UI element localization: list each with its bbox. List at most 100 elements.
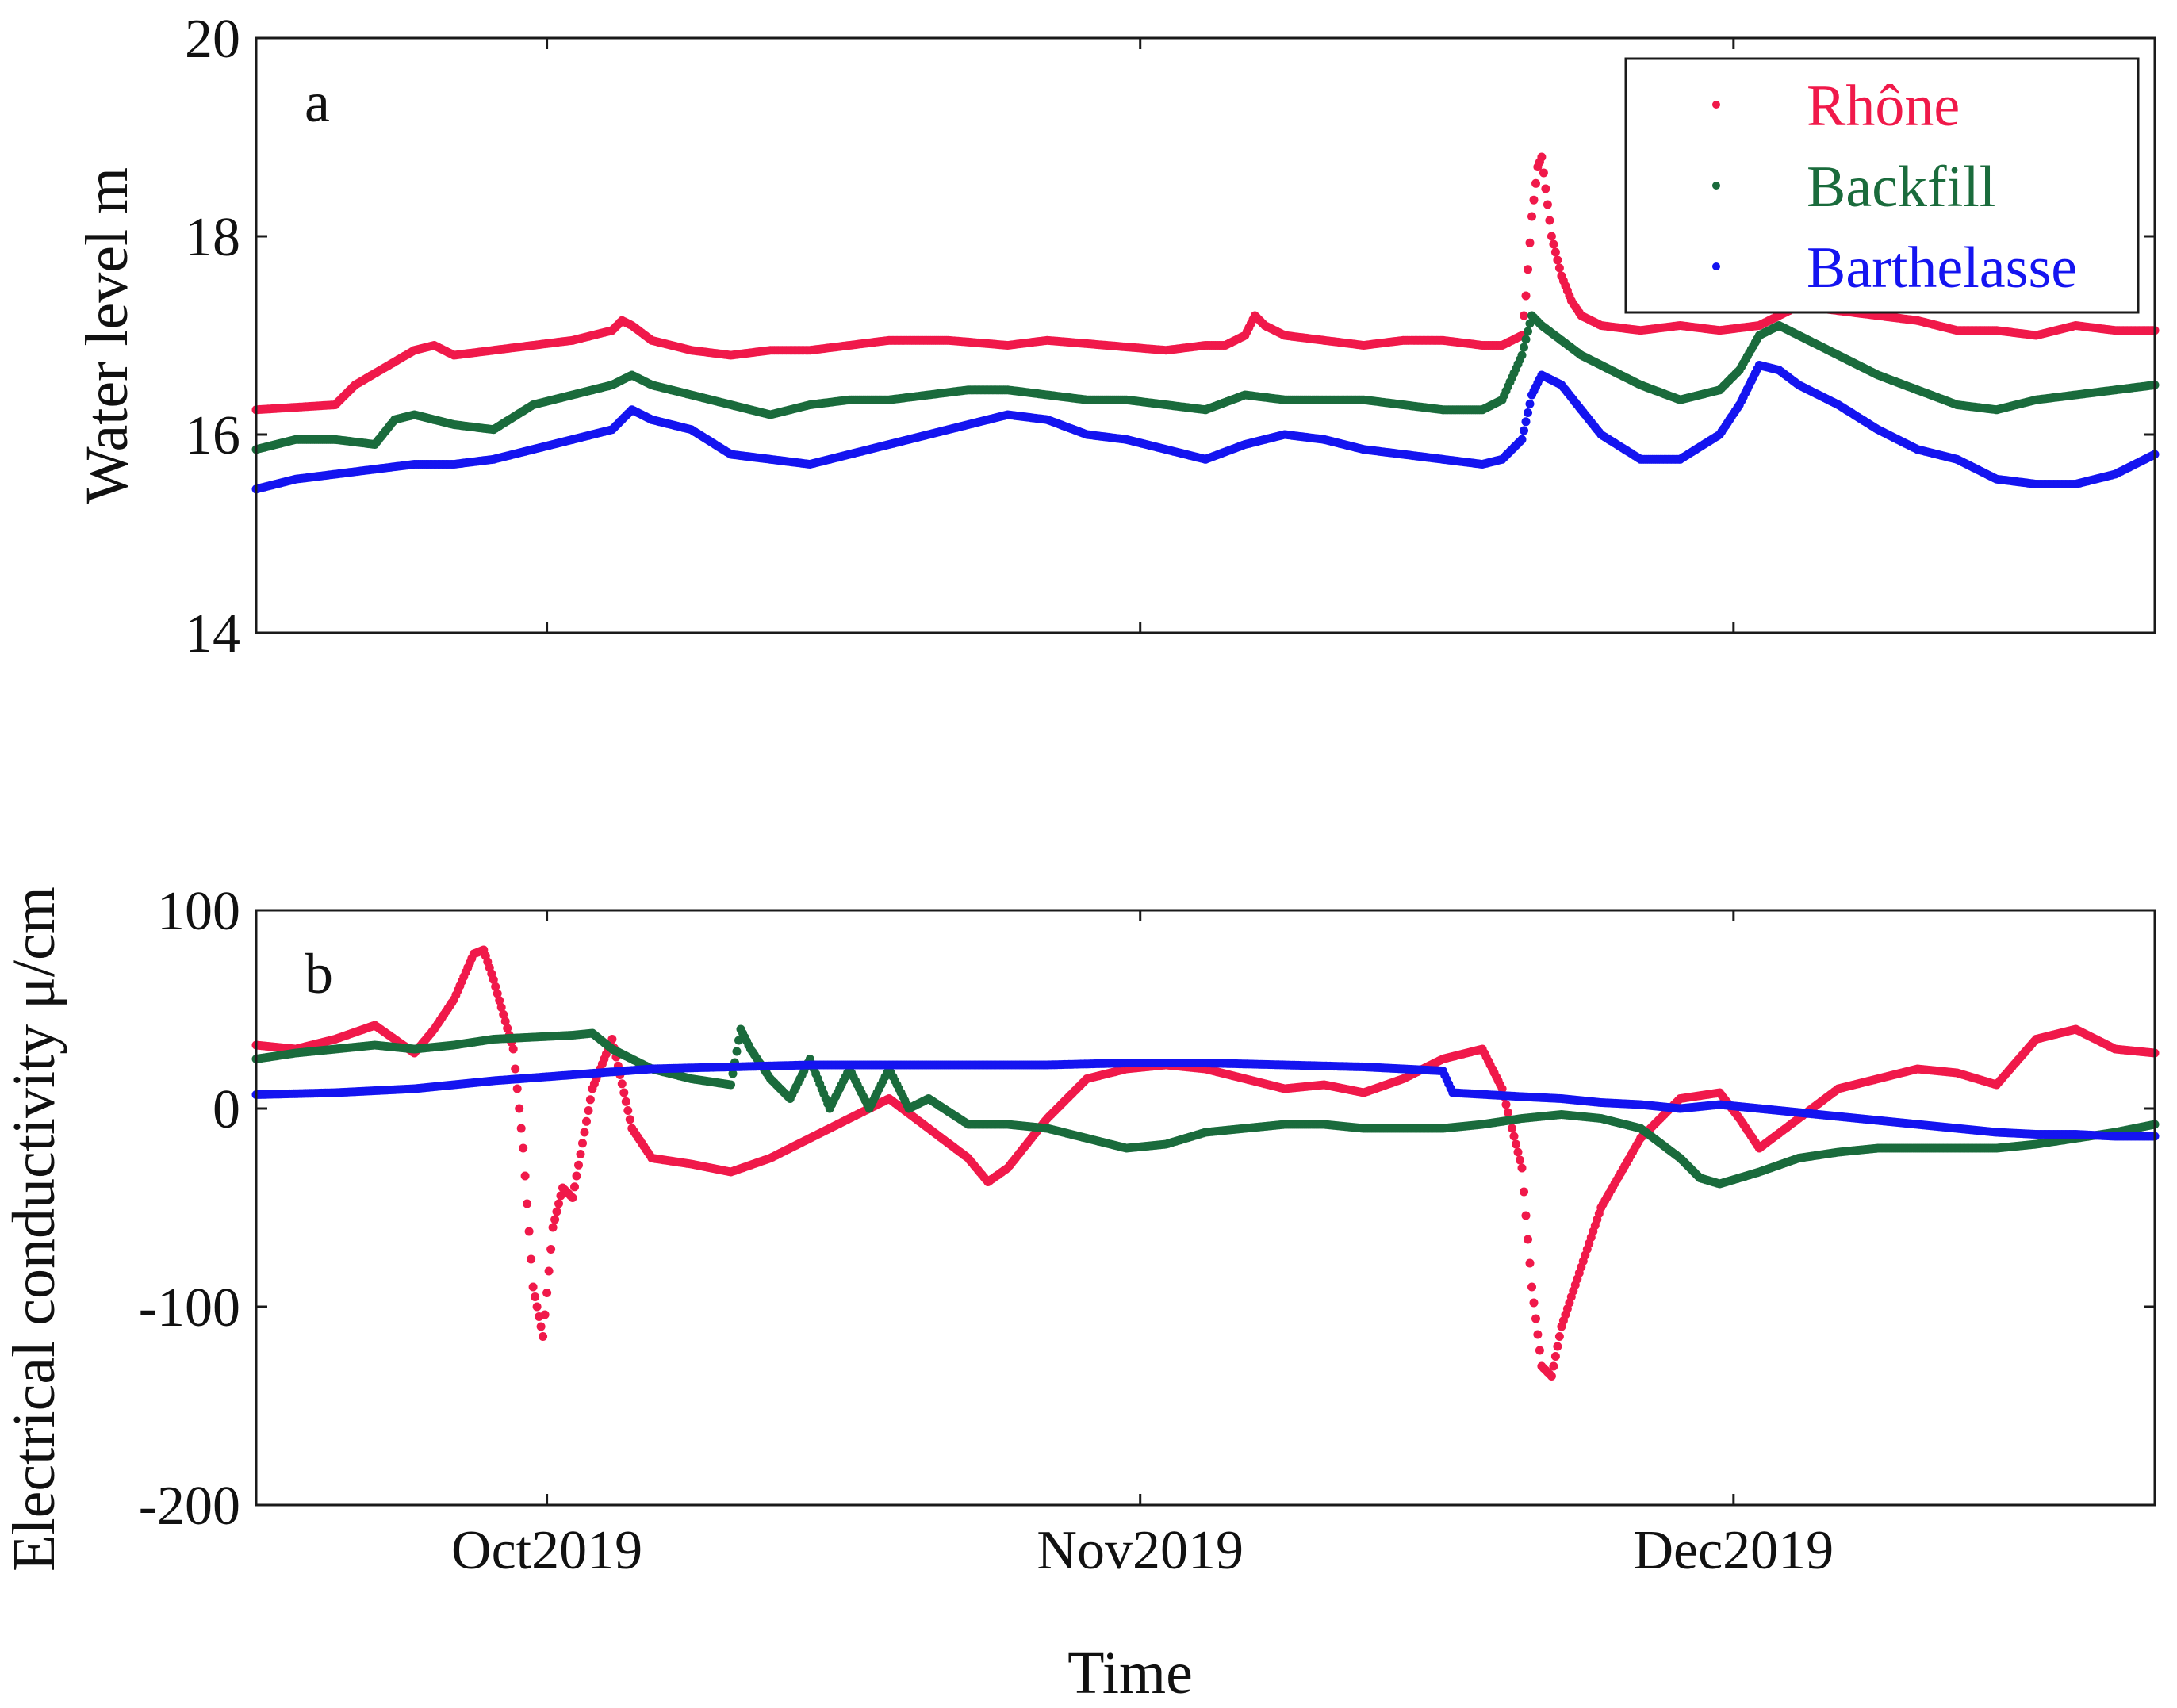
legend-label-rhone: Rhône — [1807, 74, 1960, 139]
data-point — [1529, 1298, 1539, 1308]
data-point — [1520, 426, 1528, 435]
data-point — [542, 1289, 552, 1297]
series-rhone — [251, 152, 2160, 415]
data-point — [1553, 1342, 1562, 1351]
data-point — [1547, 1372, 1556, 1381]
data-point — [536, 1322, 546, 1331]
data-point — [1520, 1187, 1528, 1197]
data-point — [546, 1245, 556, 1254]
data-point — [619, 1088, 629, 1097]
data-point — [508, 1044, 518, 1054]
data-point — [584, 1106, 593, 1115]
data-point — [732, 1047, 742, 1056]
data-point — [1541, 184, 1550, 193]
data-point — [1525, 1258, 1535, 1268]
data-point — [1543, 200, 1552, 209]
data-point — [1545, 216, 1554, 225]
data-point — [515, 1104, 524, 1113]
data-point — [523, 1199, 532, 1208]
legend-label-backfill: Backfill — [1807, 155, 1995, 220]
series-backfill — [251, 311, 2160, 454]
data-point — [548, 1223, 558, 1232]
legend-label-barthelasse: Barthelasse — [1807, 236, 2077, 301]
legend-marker-barthelasse — [1712, 262, 1720, 270]
legend-marker-backfill — [1712, 182, 1720, 190]
data-point — [578, 1139, 587, 1148]
data-point — [1517, 350, 1527, 360]
legend: Rhône Backfill Barthelasse — [1624, 57, 2140, 314]
data-point — [1512, 1139, 1520, 1149]
data-point — [585, 1095, 595, 1105]
data-point — [1520, 311, 1528, 320]
data-point — [552, 1207, 561, 1216]
data-point — [1504, 1108, 1512, 1117]
data-point — [1516, 1155, 1524, 1165]
data-point — [582, 1116, 591, 1126]
legend-marker-rhone — [1712, 101, 1720, 109]
data-point — [524, 1227, 534, 1236]
data-point — [1553, 255, 1562, 265]
data-point — [1549, 1361, 1558, 1371]
y-tick-label: 14 — [185, 603, 240, 664]
data-point — [1527, 1282, 1536, 1292]
series-barthelasse — [251, 361, 2160, 494]
series-backfill — [251, 1024, 2160, 1189]
data-point — [570, 1182, 579, 1192]
y-tick-label: 18 — [185, 207, 240, 268]
data-point — [1533, 1330, 1543, 1339]
data-point — [1549, 239, 1558, 249]
data-point — [531, 1292, 540, 1301]
data-point — [1524, 408, 1532, 417]
data-point — [1521, 291, 1531, 301]
data-point — [540, 1310, 550, 1319]
data-point — [1537, 152, 1547, 162]
data-point — [550, 1215, 560, 1224]
data-point — [1539, 168, 1548, 178]
data-point — [1554, 263, 1564, 273]
data-point — [1521, 335, 1531, 344]
data-point — [1508, 1124, 1516, 1133]
data-point — [539, 1332, 548, 1341]
data-point — [1501, 1100, 1511, 1109]
series-rhone — [251, 945, 2160, 1381]
data-point — [1524, 265, 1532, 274]
data-point — [1520, 343, 1528, 352]
data-point — [527, 1254, 536, 1264]
data-point — [580, 1128, 589, 1137]
data-point — [1529, 195, 1539, 205]
data-point — [544, 1266, 554, 1276]
data-point — [625, 1115, 634, 1124]
data-point — [1550, 1352, 1560, 1361]
y-tick-label: 20 — [185, 9, 240, 70]
data-point — [1527, 212, 1536, 221]
data-point — [516, 1124, 526, 1133]
data-point — [520, 1171, 530, 1181]
data-point — [621, 1097, 630, 1106]
data-point — [1535, 1346, 1544, 1355]
data-point — [532, 1302, 542, 1312]
data-point — [1550, 247, 1560, 257]
data-point — [528, 1282, 538, 1292]
data-point — [1547, 232, 1556, 241]
data-point — [1524, 327, 1532, 336]
data-point — [1531, 178, 1540, 188]
data-point — [1521, 417, 1531, 427]
data-point — [623, 1106, 633, 1115]
panel-a-label: a — [305, 71, 330, 134]
data-point — [576, 1150, 585, 1158]
data-point — [572, 1171, 581, 1181]
data-point — [1525, 238, 1535, 247]
data-point — [1531, 1314, 1540, 1323]
data-point — [1513, 1147, 1523, 1157]
data-point — [1524, 1235, 1532, 1244]
data-point — [519, 1143, 528, 1153]
data-point — [617, 1079, 627, 1089]
data-point — [574, 1160, 583, 1170]
data-point — [554, 1199, 563, 1208]
panel-a-data — [251, 152, 2160, 494]
panel-a-y-axis-label: Water level m — [74, 167, 140, 504]
data-point — [568, 1193, 577, 1202]
